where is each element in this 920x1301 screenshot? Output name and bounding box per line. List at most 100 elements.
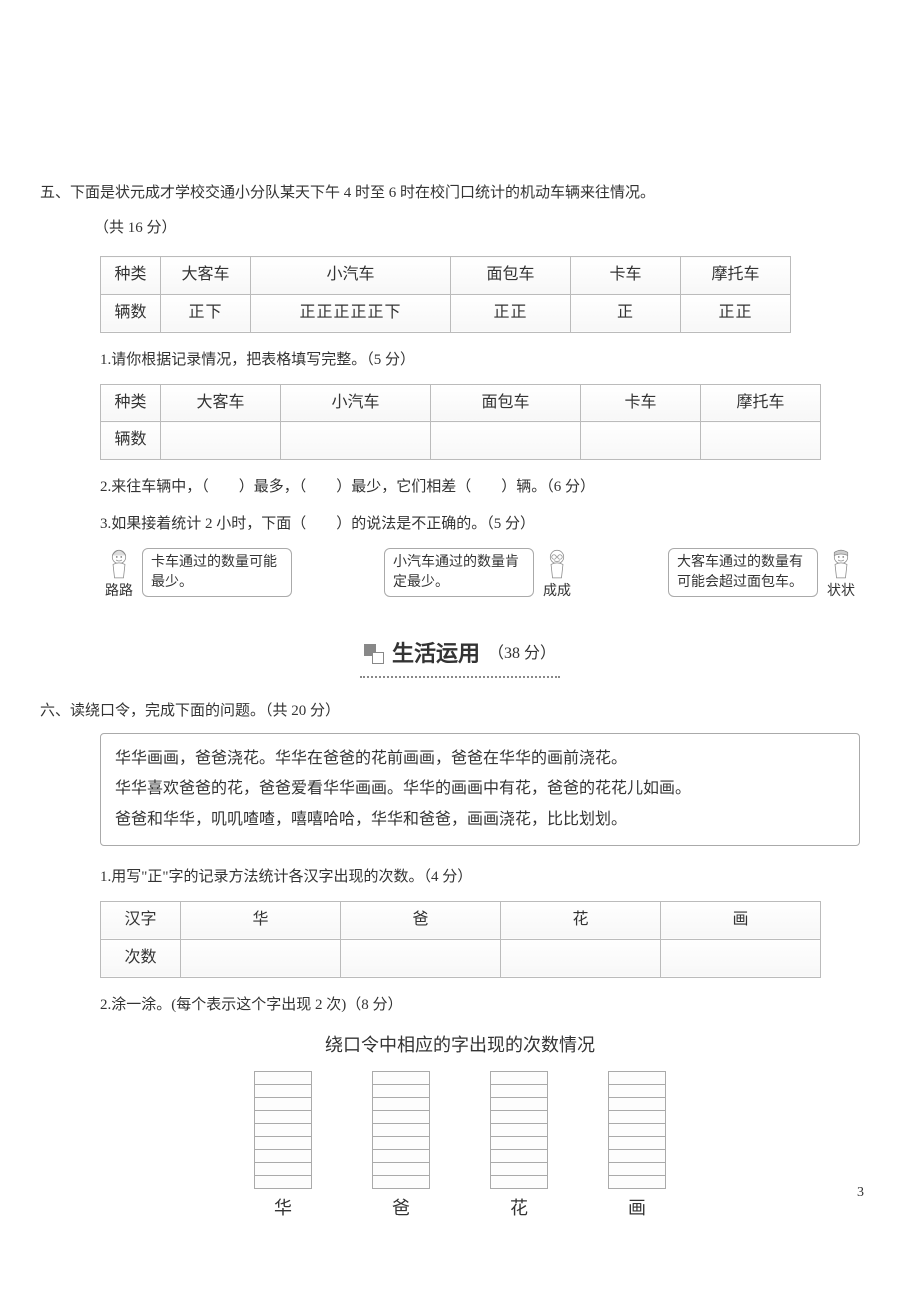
q5-t1-c4: 摩托车 <box>681 257 791 295</box>
q5-t1-c1: 小汽车 <box>251 257 451 295</box>
child-name-chengcheng: 成成 <box>543 579 571 604</box>
q5-header: 五、下面是状元成才学校交通小分队某天下午 4 时至 6 时在校门口统计的机动车辆… <box>40 180 880 207</box>
q5-t1-c2: 面包车 <box>451 257 571 295</box>
q5-sub2: 2.来往车辆中，（ ）最多，（ ）最少，它们相差（ ）辆。（6 分） <box>40 474 880 501</box>
table-row: 种类 大客车 小汽车 面包车 卡车 摩托车 <box>101 257 791 295</box>
q5-t2-c1: 小汽车 <box>281 384 431 422</box>
bar-cell <box>254 1084 312 1098</box>
bar-cell <box>254 1149 312 1163</box>
q6-t-b0 <box>181 939 341 977</box>
speech-chengcheng: 小汽车通过的数量肯定最少。 <box>384 548 534 597</box>
q5-table2: 种类 大客车 小汽车 面包车 卡车 摩托车 辆数 <box>100 384 821 461</box>
tongue-line-3: 爸爸和华华，叽叽喳喳，嘻嘻哈哈，华华和爸爸，画画浇花，比比划划。 <box>115 805 845 835</box>
bar-cell <box>490 1123 548 1137</box>
q5-t2-c4: 摩托车 <box>701 384 821 422</box>
q6-t-b2 <box>501 939 661 977</box>
q6-t-c3: 画 <box>661 901 821 939</box>
table-row: 辆数 正下 正正正正正下 正正 正 正正 <box>101 294 791 332</box>
child-lulu: 路路 卡车通过的数量可能最少。 <box>100 548 292 604</box>
bar-column: 画 <box>608 1071 666 1224</box>
bar-cell <box>372 1175 430 1189</box>
table-row: 次数 <box>101 939 821 977</box>
banner-inner: 生活运用 （38 分） <box>360 634 560 678</box>
boy-glasses-icon <box>539 548 575 581</box>
bar-cell <box>608 1136 666 1150</box>
q5-sub1: 1.请你根据记录情况，把表格填写完整。（5 分） <box>40 347 880 374</box>
bar-label: 爸 <box>392 1192 410 1224</box>
boy-icon <box>823 548 859 581</box>
page-number: 3 <box>857 1180 864 1205</box>
q5-table1: 种类 大客车 小汽车 面包车 卡车 摩托车 辆数 正下 正正正正正下 正正 正 … <box>100 256 791 333</box>
q6-sub2: 2.涂一涂。(每个表示这个字出现 2 次)（8 分） <box>40 992 880 1019</box>
q6-bar-chart: 华爸花画 <box>40 1071 880 1224</box>
bar-cell <box>372 1071 430 1085</box>
bar-cell <box>608 1097 666 1111</box>
q5-table1-wrap: 种类 大客车 小汽车 面包车 卡车 摩托车 辆数 正下 正正正正正下 正正 正 … <box>40 256 880 333</box>
q5-t2-c0: 大客车 <box>161 384 281 422</box>
q5-t2-cnt: 辆数 <box>101 422 161 460</box>
q5-t2-b4 <box>701 422 821 460</box>
bar-stack <box>490 1071 548 1188</box>
q5-header-text: 五、下面是状元成才学校交通小分队某天下午 4 时至 6 时在校门口统计的机动车辆… <box>40 185 655 201</box>
girl-icon <box>101 548 137 581</box>
bar-column: 爸 <box>372 1071 430 1224</box>
bar-cell <box>372 1084 430 1098</box>
q6-t-char: 汉字 <box>101 901 181 939</box>
q5-t2-b1 <box>281 422 431 460</box>
child-chengcheng: 成成 小汽车通过的数量肯定最少。 <box>384 548 576 604</box>
q5-sub3: 3.如果接着统计 2 小时，下面（ ）的说法是不正确的。（5 分） <box>40 511 880 538</box>
bar-cell <box>372 1162 430 1176</box>
q6-sub1: 1.用写"正"字的记录方法统计各汉字出现的次数。（4 分） <box>40 864 880 891</box>
q6-t-b1 <box>341 939 501 977</box>
q5-t1-v2: 正正 <box>451 294 571 332</box>
child-icon: 路路 <box>100 548 138 604</box>
bar-cell <box>254 1071 312 1085</box>
bar-cell <box>490 1175 548 1189</box>
bar-label: 华 <box>274 1192 292 1224</box>
bar-cell <box>372 1123 430 1137</box>
banner-score: （38 分） <box>488 640 556 669</box>
bar-stack <box>608 1071 666 1188</box>
q6-t-b3 <box>661 939 821 977</box>
squares-icon <box>364 644 384 664</box>
bar-label: 画 <box>628 1192 646 1224</box>
bar-cell <box>608 1084 666 1098</box>
question-5-section: 五、下面是状元成才学校交通小分队某天下午 4 时至 6 时在校门口统计的机动车辆… <box>40 180 880 604</box>
child-name-zhuangzhuang: 状状 <box>827 579 855 604</box>
q5-t2-b2 <box>431 422 581 460</box>
bar-cell <box>254 1136 312 1150</box>
q5-table2-wrap: 种类 大客车 小汽车 面包车 卡车 摩托车 辆数 <box>40 384 880 461</box>
child-zhuangzhuang: 状状 大客车通过的数量有可能会超过面包车。 <box>668 548 860 604</box>
bar-cell <box>608 1123 666 1137</box>
q5-t1-c3: 卡车 <box>571 257 681 295</box>
q6-table: 汉字 华 爸 花 画 次数 <box>100 901 821 978</box>
bar-cell <box>254 1175 312 1189</box>
q5-t2-b0 <box>161 422 281 460</box>
q6-chart-title: 绕口令中相应的字出现的次数情况 <box>40 1029 880 1061</box>
bar-cell <box>254 1097 312 1111</box>
bar-cell <box>490 1149 548 1163</box>
tongue-twister-box: 华华画画，爸爸浇花。华华在爸爸的花前画画，爸爸在华华的画前浇花。 华华喜欢爸爸的… <box>100 733 860 846</box>
q5-t1-v3: 正 <box>571 294 681 332</box>
bar-cell <box>490 1097 548 1111</box>
bar-cell <box>490 1162 548 1176</box>
bar-cell <box>372 1149 430 1163</box>
bar-column: 华 <box>254 1071 312 1224</box>
bar-cell <box>372 1136 430 1150</box>
life-application-banner: 生活运用 （38 分） <box>40 634 880 678</box>
q5-t1-v4: 正正 <box>681 294 791 332</box>
q5-t2-b3 <box>581 422 701 460</box>
speech-lulu: 卡车通过的数量可能最少。 <box>142 548 292 597</box>
bar-column: 花 <box>490 1071 548 1224</box>
tongue-line-1: 华华画画，爸爸浇花。华华在爸爸的花前画画，爸爸在华华的画前浇花。 <box>115 744 845 774</box>
bar-cell <box>490 1136 548 1150</box>
q6-t-c1: 爸 <box>341 901 501 939</box>
banner-title: 生活运用 <box>392 634 480 674</box>
bar-cell <box>608 1071 666 1085</box>
bar-stack <box>372 1071 430 1188</box>
bar-cell <box>608 1149 666 1163</box>
bar-cell <box>490 1084 548 1098</box>
child-icon: 状状 <box>822 548 860 604</box>
bar-cell <box>254 1110 312 1124</box>
table-row: 辆数 <box>101 422 821 460</box>
